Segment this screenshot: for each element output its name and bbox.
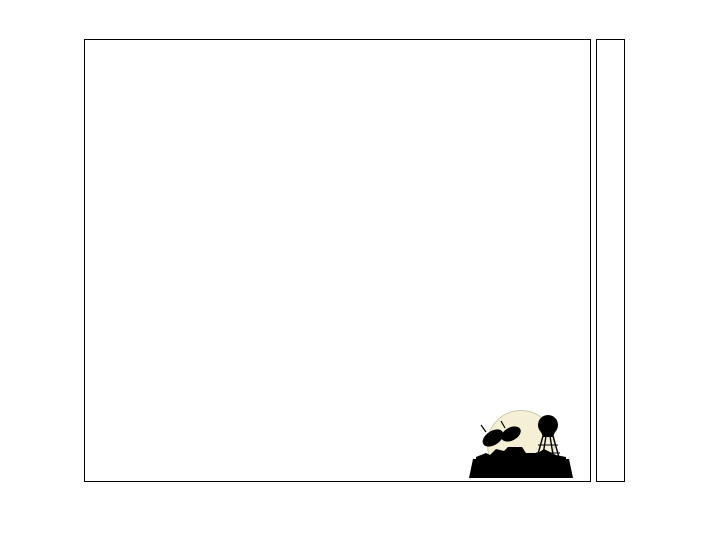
cimss-logo — [469, 410, 573, 478]
satellite-image — [85, 40, 590, 481]
plot-area — [84, 39, 591, 482]
satellite-dish-icon — [480, 420, 521, 447]
colorbar-gradient — [597, 40, 624, 481]
colorbar — [596, 39, 625, 482]
logo-banner — [469, 459, 573, 478]
water-tower-icon — [535, 415, 561, 462]
